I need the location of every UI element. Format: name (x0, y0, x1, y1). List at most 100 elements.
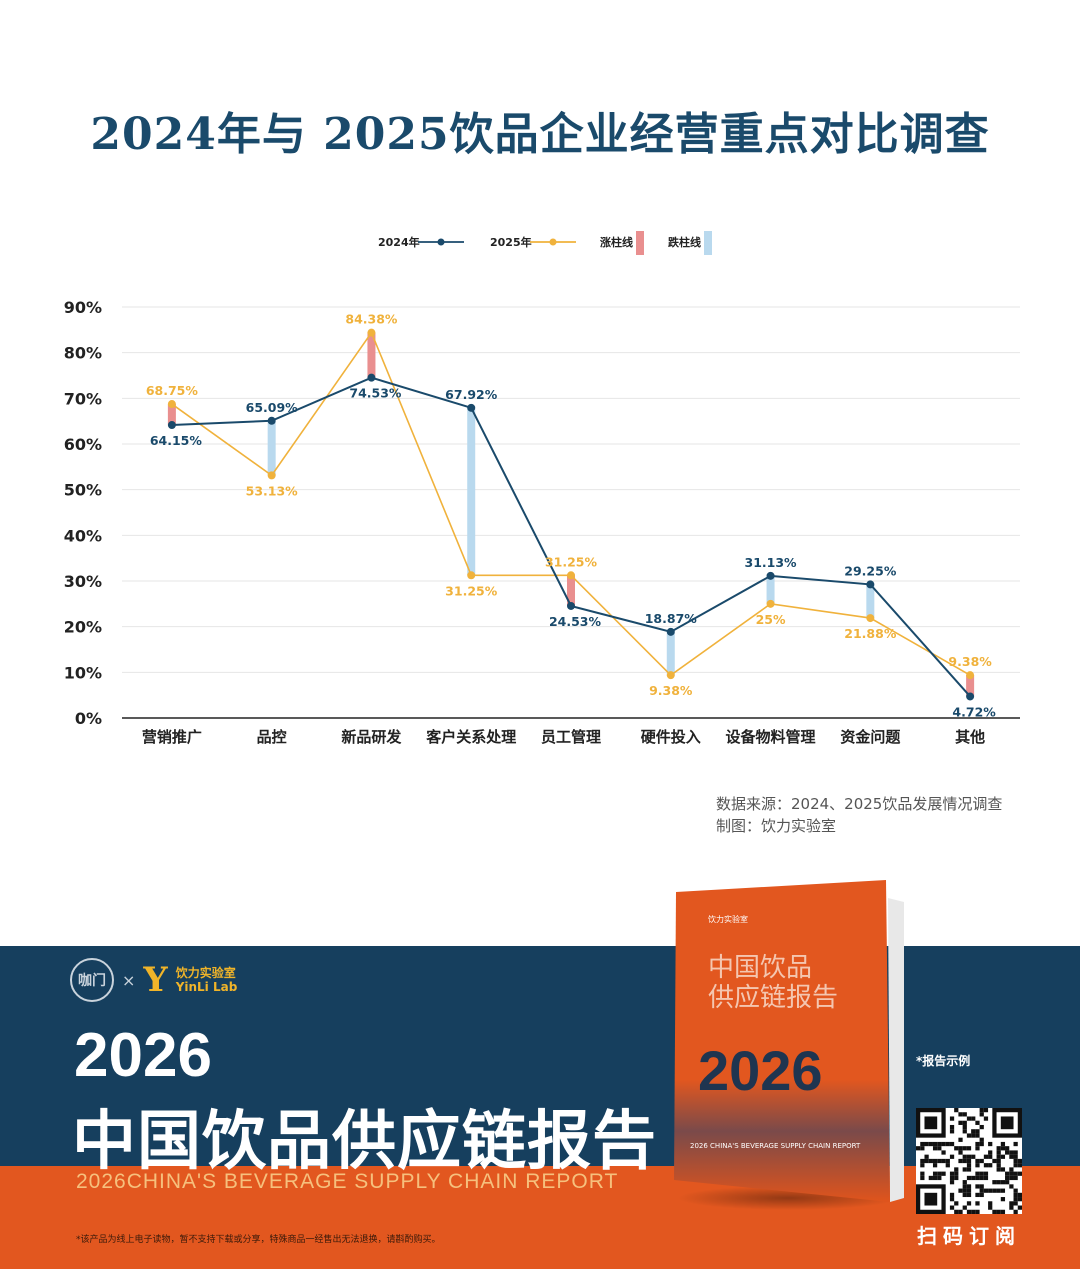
book-logo: 饮力实验室 (708, 914, 748, 924)
qr-module (996, 1167, 1001, 1172)
qr-module (1013, 1192, 1018, 1198)
qr-code[interactable] (916, 1108, 1022, 1214)
qr-module (924, 1154, 929, 1159)
qr-module (1013, 1201, 1018, 1206)
x-tick-label: 营销推广 (142, 728, 202, 746)
qr-module (932, 1146, 938, 1151)
data-label: 9.38% (649, 683, 693, 698)
qr-module (966, 1188, 972, 1193)
qr-module (979, 1188, 984, 1193)
qr-module (1013, 1209, 1018, 1214)
qr-module (992, 1180, 997, 1185)
down-bar (866, 584, 875, 619)
qr-module (992, 1188, 997, 1193)
qr-module (949, 1171, 955, 1176)
qr-module (996, 1146, 1001, 1151)
qr-module (937, 1171, 942, 1176)
qr-module (941, 1141, 946, 1147)
y-tick-label: 70% (64, 389, 102, 408)
qr-module (983, 1163, 989, 1168)
qr-module (1000, 1209, 1006, 1214)
qr-module (932, 1171, 938, 1176)
qr-module (937, 1146, 942, 1151)
data-label: 67.92% (445, 387, 498, 402)
qr-module (941, 1150, 946, 1155)
y-tick-label: 40% (64, 526, 102, 545)
data-point (367, 328, 376, 337)
qr-module (975, 1146, 980, 1151)
legend-marker (549, 238, 557, 246)
data-point (766, 599, 775, 608)
y-tick-label: 90% (64, 298, 102, 317)
qr-module (1013, 1154, 1018, 1159)
qr-module (992, 1209, 997, 1214)
y-tick-label: 30% (64, 572, 102, 591)
qr-module (920, 1163, 925, 1168)
qr-module (996, 1150, 1001, 1155)
data-point (567, 601, 575, 610)
data-point (267, 416, 276, 425)
source-line: 数据来源：2024、2025饮品发展情况调查 (716, 795, 1003, 813)
qr-module (975, 1171, 980, 1176)
qr-module (924, 1158, 929, 1164)
report-book-cover: 饮力实验室 中国饮品 供应链报告 2026 2026 CHINA'S BEVER… (674, 880, 904, 1210)
qr-module (983, 1171, 989, 1176)
qr-module (949, 1154, 955, 1159)
qr-module (962, 1154, 967, 1159)
qr-module (962, 1192, 967, 1198)
qr-module (1017, 1171, 1022, 1176)
qr-module (932, 1141, 938, 1147)
qr-module (966, 1133, 972, 1138)
data-point (866, 614, 875, 623)
qr-module (996, 1209, 1001, 1214)
qr-module (928, 1175, 933, 1181)
qr-module (979, 1141, 984, 1147)
qr-module (975, 1184, 980, 1189)
qr-module (996, 1158, 1001, 1164)
qr-module (962, 1146, 967, 1151)
qr-module (1009, 1171, 1014, 1176)
y-tick-label: 80% (64, 344, 102, 363)
qr-module (1009, 1167, 1014, 1172)
qr-module (928, 1141, 933, 1147)
down-bar (267, 420, 276, 476)
qr-module (979, 1108, 984, 1113)
qr-module (1005, 1171, 1010, 1176)
qr-module (1000, 1146, 1006, 1151)
qr-module (941, 1158, 946, 1164)
qr-module (966, 1201, 972, 1206)
qr-module (966, 1209, 972, 1214)
qr-module (932, 1175, 938, 1181)
qr-module (979, 1175, 984, 1181)
qr-module (937, 1158, 942, 1164)
qr-module (962, 1129, 967, 1134)
subscribe-label[interactable]: 扫码订阅 (917, 1224, 1021, 1248)
x-tick-label: 硬件投入 (641, 728, 701, 746)
qr-module (924, 1141, 929, 1147)
qr-module (996, 1180, 1001, 1185)
data-label: 31.25% (445, 583, 498, 598)
x-tick-label: 其他 (955, 728, 985, 746)
qr-module (1009, 1175, 1014, 1181)
qr-module (937, 1175, 942, 1181)
qr-module (962, 1184, 967, 1189)
y-tick-label: 50% (64, 481, 102, 500)
qr-module (979, 1184, 984, 1189)
qr-module (932, 1163, 938, 1168)
x-tick-label: 设备物料管理 (726, 728, 816, 746)
down-bar (766, 575, 775, 604)
yinli-logo-cn: 饮力实验室 (175, 966, 236, 980)
qr-module (962, 1120, 967, 1125)
book-title-line2: 供应链报告 (708, 983, 838, 1013)
qr-module (949, 1180, 955, 1185)
qr-module (992, 1158, 997, 1164)
qr-module (932, 1158, 938, 1164)
qr-module (954, 1108, 959, 1113)
legend-label: 2025年 (490, 235, 532, 249)
qr-module (958, 1137, 963, 1142)
qr-module (979, 1158, 984, 1164)
qr-module (966, 1175, 972, 1181)
qr-module (954, 1146, 959, 1151)
credit-line: 制图：饮力实验室 (716, 817, 837, 835)
legend-label: 跌柱线 (668, 235, 701, 249)
